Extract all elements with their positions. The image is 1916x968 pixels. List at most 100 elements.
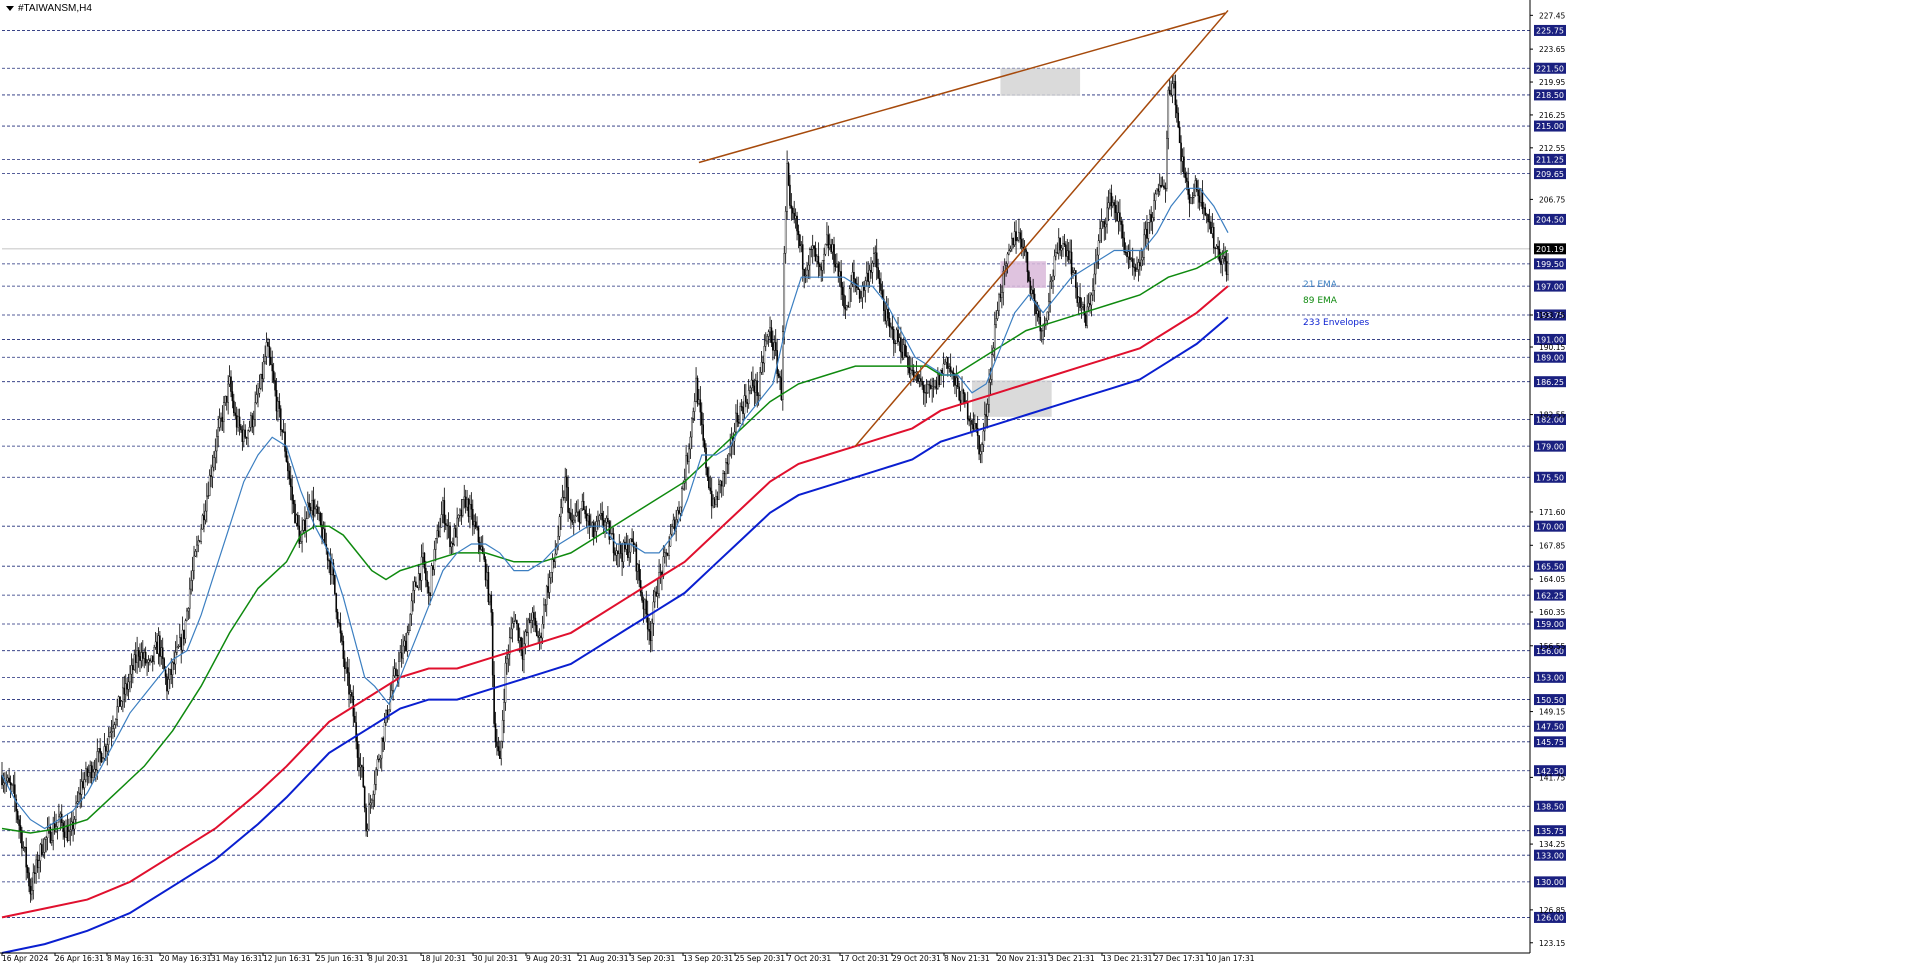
candle — [1131, 247, 1134, 276]
price-level-box: 175.50 — [1534, 471, 1566, 483]
candle — [235, 406, 238, 436]
dropdown-triangle-icon[interactable] — [6, 6, 14, 11]
candle — [80, 769, 83, 808]
candle — [343, 650, 346, 682]
candle — [1043, 316, 1046, 337]
candle-body — [681, 488, 683, 508]
candle — [378, 753, 380, 763]
candle — [318, 506, 320, 522]
candle — [735, 404, 737, 434]
candle-body — [527, 619, 530, 633]
candle — [419, 572, 421, 591]
candle-body — [665, 552, 668, 554]
candle-body — [564, 476, 567, 498]
candle-body — [309, 506, 312, 511]
trendline-resistance — [698, 12, 1226, 164]
candle-body — [811, 245, 814, 250]
candle-body — [898, 337, 901, 343]
candle-body — [1157, 188, 1160, 192]
candle — [927, 380, 929, 394]
candle — [1025, 247, 1027, 263]
candle — [355, 711, 357, 750]
candle-body — [68, 831, 70, 841]
candle-body — [655, 591, 658, 597]
candle — [33, 865, 36, 884]
candle — [345, 661, 347, 674]
candle-body — [1055, 252, 1057, 257]
candle-body — [1070, 251, 1073, 275]
candle-body — [321, 524, 323, 540]
candle-body — [136, 650, 138, 663]
candle-body — [444, 523, 447, 526]
candle — [1227, 253, 1229, 281]
candle-body — [857, 287, 860, 290]
candle — [288, 463, 291, 485]
candle — [1198, 188, 1201, 211]
candle-body — [651, 623, 653, 641]
candle — [654, 587, 656, 608]
candle-body — [524, 631, 527, 645]
candle-body — [834, 264, 837, 268]
candle — [238, 408, 241, 436]
candle-body — [826, 234, 828, 245]
candle — [649, 621, 652, 653]
candle — [631, 528, 633, 543]
candle — [1184, 167, 1187, 184]
candle-body — [456, 517, 458, 538]
candle — [777, 369, 780, 379]
candle-body — [1030, 289, 1033, 294]
candle-body — [562, 497, 565, 499]
x-tick-label: 30 Jul 20:31 — [473, 954, 518, 963]
candle — [945, 356, 948, 369]
candle-body — [96, 751, 99, 771]
candle — [85, 761, 87, 783]
candle-body — [388, 709, 390, 719]
candle-body — [1025, 249, 1027, 253]
candle — [38, 855, 40, 880]
candle-body — [890, 326, 892, 328]
candle-body — [928, 384, 931, 386]
candle-body — [892, 329, 895, 344]
candle-body — [481, 546, 484, 555]
candle — [826, 222, 828, 246]
candle-body — [746, 401, 749, 405]
x-tick-label: 17 Oct 20:31 — [840, 954, 889, 963]
candle — [1191, 192, 1194, 205]
candle-body — [821, 260, 824, 271]
candle-body — [894, 343, 896, 345]
candle-body — [368, 804, 370, 830]
candle-body — [457, 515, 460, 519]
candle — [217, 415, 219, 448]
candle — [1154, 189, 1157, 210]
candle — [191, 556, 194, 592]
candle-body — [41, 844, 43, 855]
candle — [790, 193, 793, 221]
price-box — [1534, 720, 1566, 732]
candle-body — [1203, 207, 1205, 210]
candle-body — [493, 674, 495, 724]
candle — [587, 513, 589, 534]
candle — [380, 737, 383, 772]
candle — [766, 333, 768, 345]
candle-body — [702, 424, 704, 441]
trendline-support — [854, 9, 1229, 447]
candle-body — [339, 622, 342, 634]
candle — [1127, 244, 1130, 270]
candle-body — [240, 426, 242, 431]
candle — [523, 630, 525, 674]
candle-body — [187, 608, 190, 612]
candle-body — [29, 885, 32, 895]
candle-body — [1201, 190, 1204, 210]
y-tick-label: 206.75 — [1539, 195, 1565, 204]
candle-body — [83, 779, 86, 788]
candle — [907, 352, 909, 376]
candle — [770, 319, 773, 348]
symbol-title[interactable]: #TAIWANSM,H4 — [6, 3, 92, 14]
candle — [171, 661, 174, 688]
candle-body — [1083, 304, 1086, 316]
candle-body — [531, 612, 534, 621]
candle — [176, 634, 178, 656]
candle — [796, 211, 798, 241]
candle-body — [816, 256, 818, 262]
